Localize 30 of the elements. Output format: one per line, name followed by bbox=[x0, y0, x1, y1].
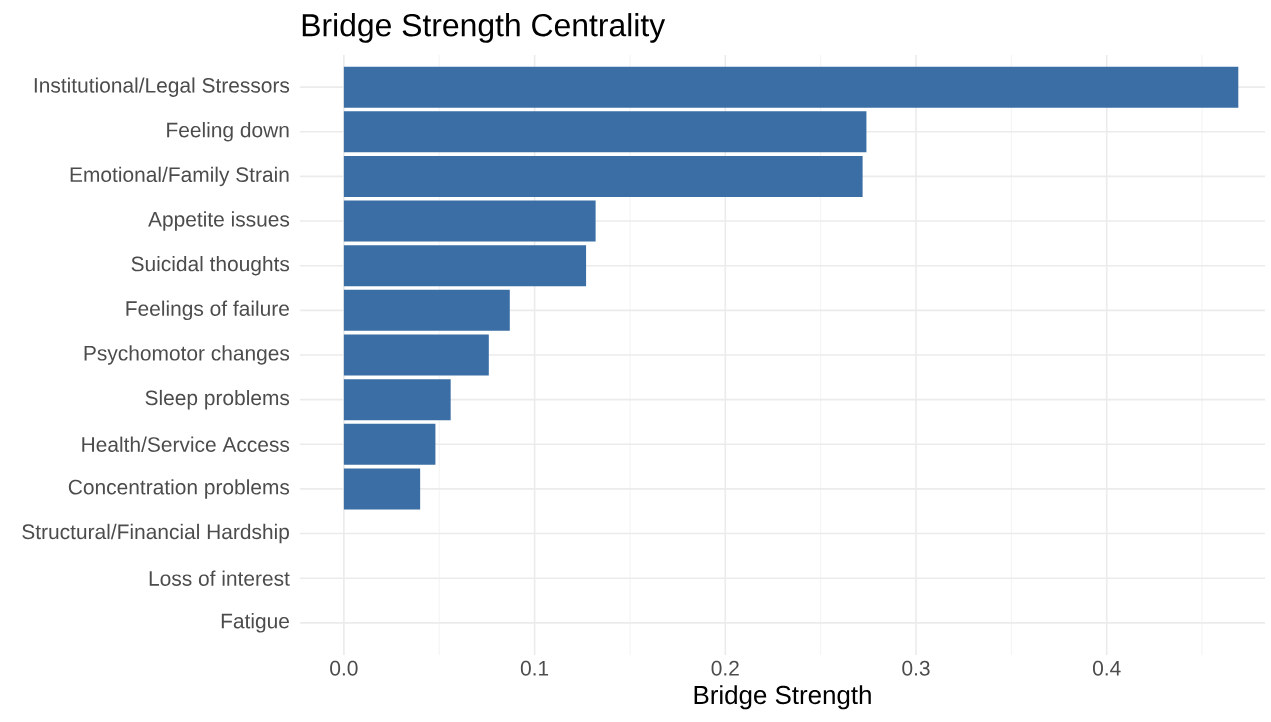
y-tick-label: Suicidal thoughts bbox=[131, 255, 290, 276]
bar bbox=[343, 289, 510, 331]
x-tick-label: 0.2 bbox=[711, 660, 739, 676]
x-tick-label: 0.0 bbox=[330, 660, 358, 676]
y-tick-label: Appetite issues bbox=[148, 211, 290, 231]
bar bbox=[343, 468, 421, 510]
y-tick-label: Feeling down bbox=[167, 122, 289, 142]
x-tick-label: 0.4 bbox=[1092, 660, 1121, 676]
bar bbox=[343, 423, 436, 465]
bar bbox=[343, 245, 587, 287]
y-tick-label: Psychomotor changes bbox=[84, 345, 290, 365]
x-tick-label: 0.1 bbox=[520, 660, 549, 676]
chart-title: Bridge Strength Centrality bbox=[302, 13, 666, 43]
y-tick-label: Fatigue bbox=[221, 613, 289, 633]
y-tick-label: Concentration problems bbox=[68, 479, 290, 499]
y-tick-label: Structural/Financial Hardship bbox=[22, 523, 289, 544]
bar bbox=[343, 200, 596, 242]
y-tick-label: Institutional/Legal Stressors bbox=[34, 77, 290, 97]
y-tick-label: Health/Service Access bbox=[82, 436, 290, 452]
y-tick-label: Loss of interest bbox=[149, 570, 290, 586]
bar bbox=[343, 155, 863, 197]
bar bbox=[343, 334, 489, 376]
y-tick-label: Emotional/Family Strain bbox=[70, 166, 289, 187]
bar bbox=[343, 111, 867, 153]
x-axis-title: Bridge Strength bbox=[694, 685, 871, 710]
y-tick-label: Sleep problems bbox=[145, 389, 290, 410]
bar bbox=[343, 66, 1239, 108]
bar bbox=[343, 379, 451, 421]
y-tick-label: Feelings of failure bbox=[126, 300, 289, 321]
x-tick-label: 0.3 bbox=[902, 660, 930, 676]
